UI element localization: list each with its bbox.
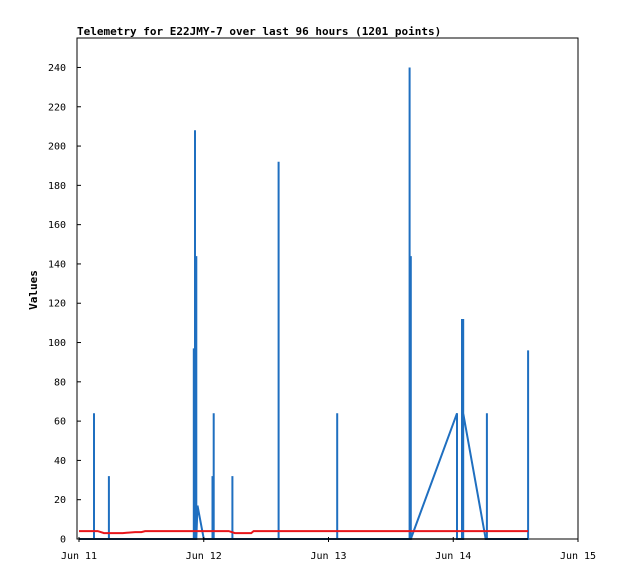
y-tick-label: 240 [48,63,66,74]
y-tick-label: 40 [54,456,66,467]
chart-title: Telemetry for E22JMY-7 over last 96 hour… [77,25,441,38]
x-tick-label: Jun 12 [186,551,222,562]
y-tick-label: 120 [48,299,66,310]
series-line-1 [79,67,530,540]
x-tick-label: Jun 14 [435,551,471,562]
y-tick-label: 160 [48,220,66,231]
y-axis-label: Values [27,270,40,310]
y-tick-label: 140 [48,259,66,270]
y-axis-ticks: 0 20 40 60 80 100 120 140 160 180 200 220 240 [48,63,81,546]
y-tick-label: 60 [54,417,66,428]
series-layer [79,67,530,540]
y-tick-label: 200 [48,142,66,153]
x-tick-label: Jun 13 [310,551,346,562]
x-tick-label: Jun 11 [61,551,97,562]
y-tick-label: 180 [48,181,66,192]
x-axis-ticks: Jun 11 Jun 12 Jun 13 Jun 14 Jun 15 [61,537,596,562]
series-line-2 [79,530,529,535]
y-tick-label: 80 [54,377,66,388]
y-tick-label: 100 [48,338,66,349]
y-tick-label: 20 [54,495,66,506]
y-tick-label: 0 [60,535,66,546]
y-tick-label: 220 [48,102,66,113]
x-tick-label: Jun 15 [560,551,596,562]
plot-frame [76,37,579,540]
